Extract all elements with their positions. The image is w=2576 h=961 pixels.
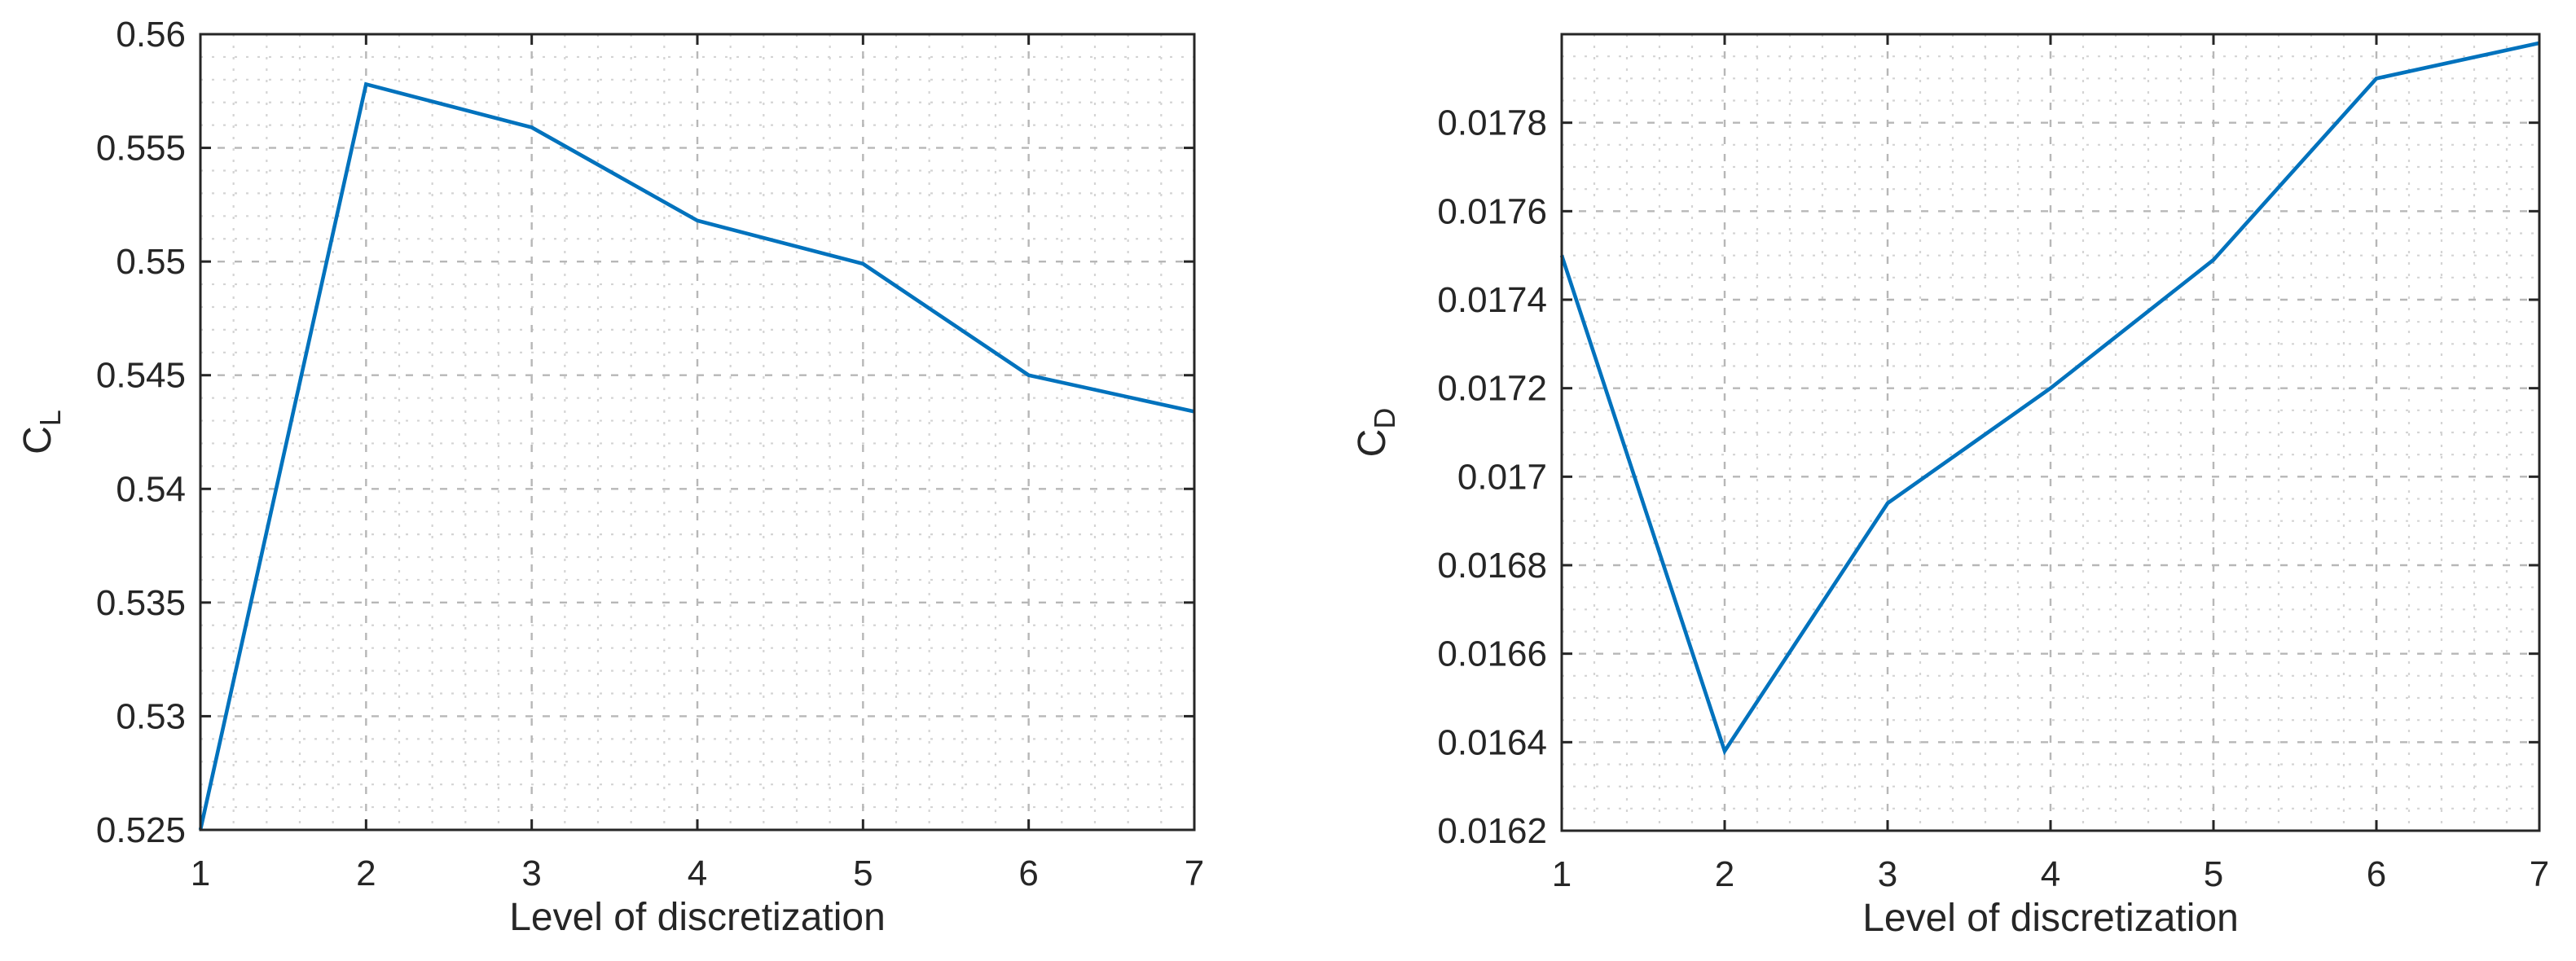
- y-tick-label: 0.55: [116, 242, 186, 282]
- y-tick-label: 0.54: [116, 469, 186, 509]
- x-tick-labels-left: 1 2 3 4 5 6 7: [191, 853, 1204, 893]
- x-tick-label: 2: [356, 853, 376, 893]
- y-axis-label-right: CD: [1351, 408, 1401, 458]
- x-tick-label: 6: [2367, 854, 2386, 894]
- x-tick-label: 3: [1878, 854, 1897, 894]
- y-tick-labels-right: 0.0162 0.0164 0.0166 0.0168 0.017 0.0172 0.017…: [1437, 103, 1547, 851]
- axis-ticks-right: [1560, 34, 2541, 832]
- axis-ticks-left: [199, 33, 1196, 832]
- major-grid: [1562, 34, 2539, 831]
- x-tick-label: 7: [1185, 853, 1204, 893]
- minor-grid: [200, 34, 1194, 830]
- chart-panel-right: 1 2 3 4 5 6 70.01620.01640.01660.01680.0170.01…: [1351, 33, 2549, 940]
- x-tick-label: 5: [2204, 854, 2223, 894]
- x-tick-label: 4: [688, 853, 707, 893]
- data-line-right: [1559, 41, 2540, 756]
- chart-panel-left: 1 2 3 4 5 6 70.5250.530.5350.540.5450.550.5550…: [16, 15, 1204, 939]
- x-tick-label: 1: [1552, 854, 1572, 894]
- x-tick-label: 7: [2530, 854, 2549, 894]
- y-tick-labels-left: 0.525 0.53 0.535 0.54 0.545 0.55 0.555 0.56: [96, 15, 186, 850]
- y-axis-label-left: CL: [16, 410, 67, 454]
- y-tick-label: 0.56: [116, 15, 186, 55]
- y-tick-label: 0.555: [96, 129, 186, 169]
- y-tick-label: 0.0166: [1437, 634, 1547, 674]
- x-axis-label-left: Level of discretization: [509, 896, 886, 939]
- x-tick-label: 6: [1018, 853, 1038, 893]
- minor-grid: [1562, 34, 2539, 831]
- x-tick-label: 1: [191, 853, 210, 893]
- y-tick-label: 0.0168: [1437, 546, 1547, 586]
- x-tick-label: 5: [853, 853, 873, 893]
- y-tick-label: 0.0164: [1437, 722, 1547, 762]
- y-tick-label: 0.545: [96, 356, 186, 396]
- y-tick-label: 0.0172: [1437, 369, 1547, 409]
- y-tick-label: 0.0162: [1437, 811, 1547, 851]
- x-tick-label: 3: [521, 853, 541, 893]
- y-tick-label: 0.525: [96, 810, 186, 850]
- y-tick-label: 0.0178: [1437, 103, 1547, 143]
- y-tick-label: 0.53: [116, 696, 186, 736]
- y-tick-label: 0.0176: [1437, 191, 1547, 231]
- x-tick-label: 2: [1715, 854, 1734, 894]
- x-tick-labels-right: 1 2 3 4 5 6 7: [1552, 854, 2549, 894]
- x-tick-label: 4: [2041, 854, 2060, 894]
- data-line-left: [198, 81, 1195, 831]
- major-grid: [200, 34, 1194, 830]
- x-axis-label-right: Level of discretization: [1862, 897, 2239, 940]
- y-tick-label: 0.535: [96, 583, 186, 623]
- y-tick-label: 0.0174: [1437, 280, 1547, 320]
- y-tick-label: 0.017: [1457, 457, 1547, 497]
